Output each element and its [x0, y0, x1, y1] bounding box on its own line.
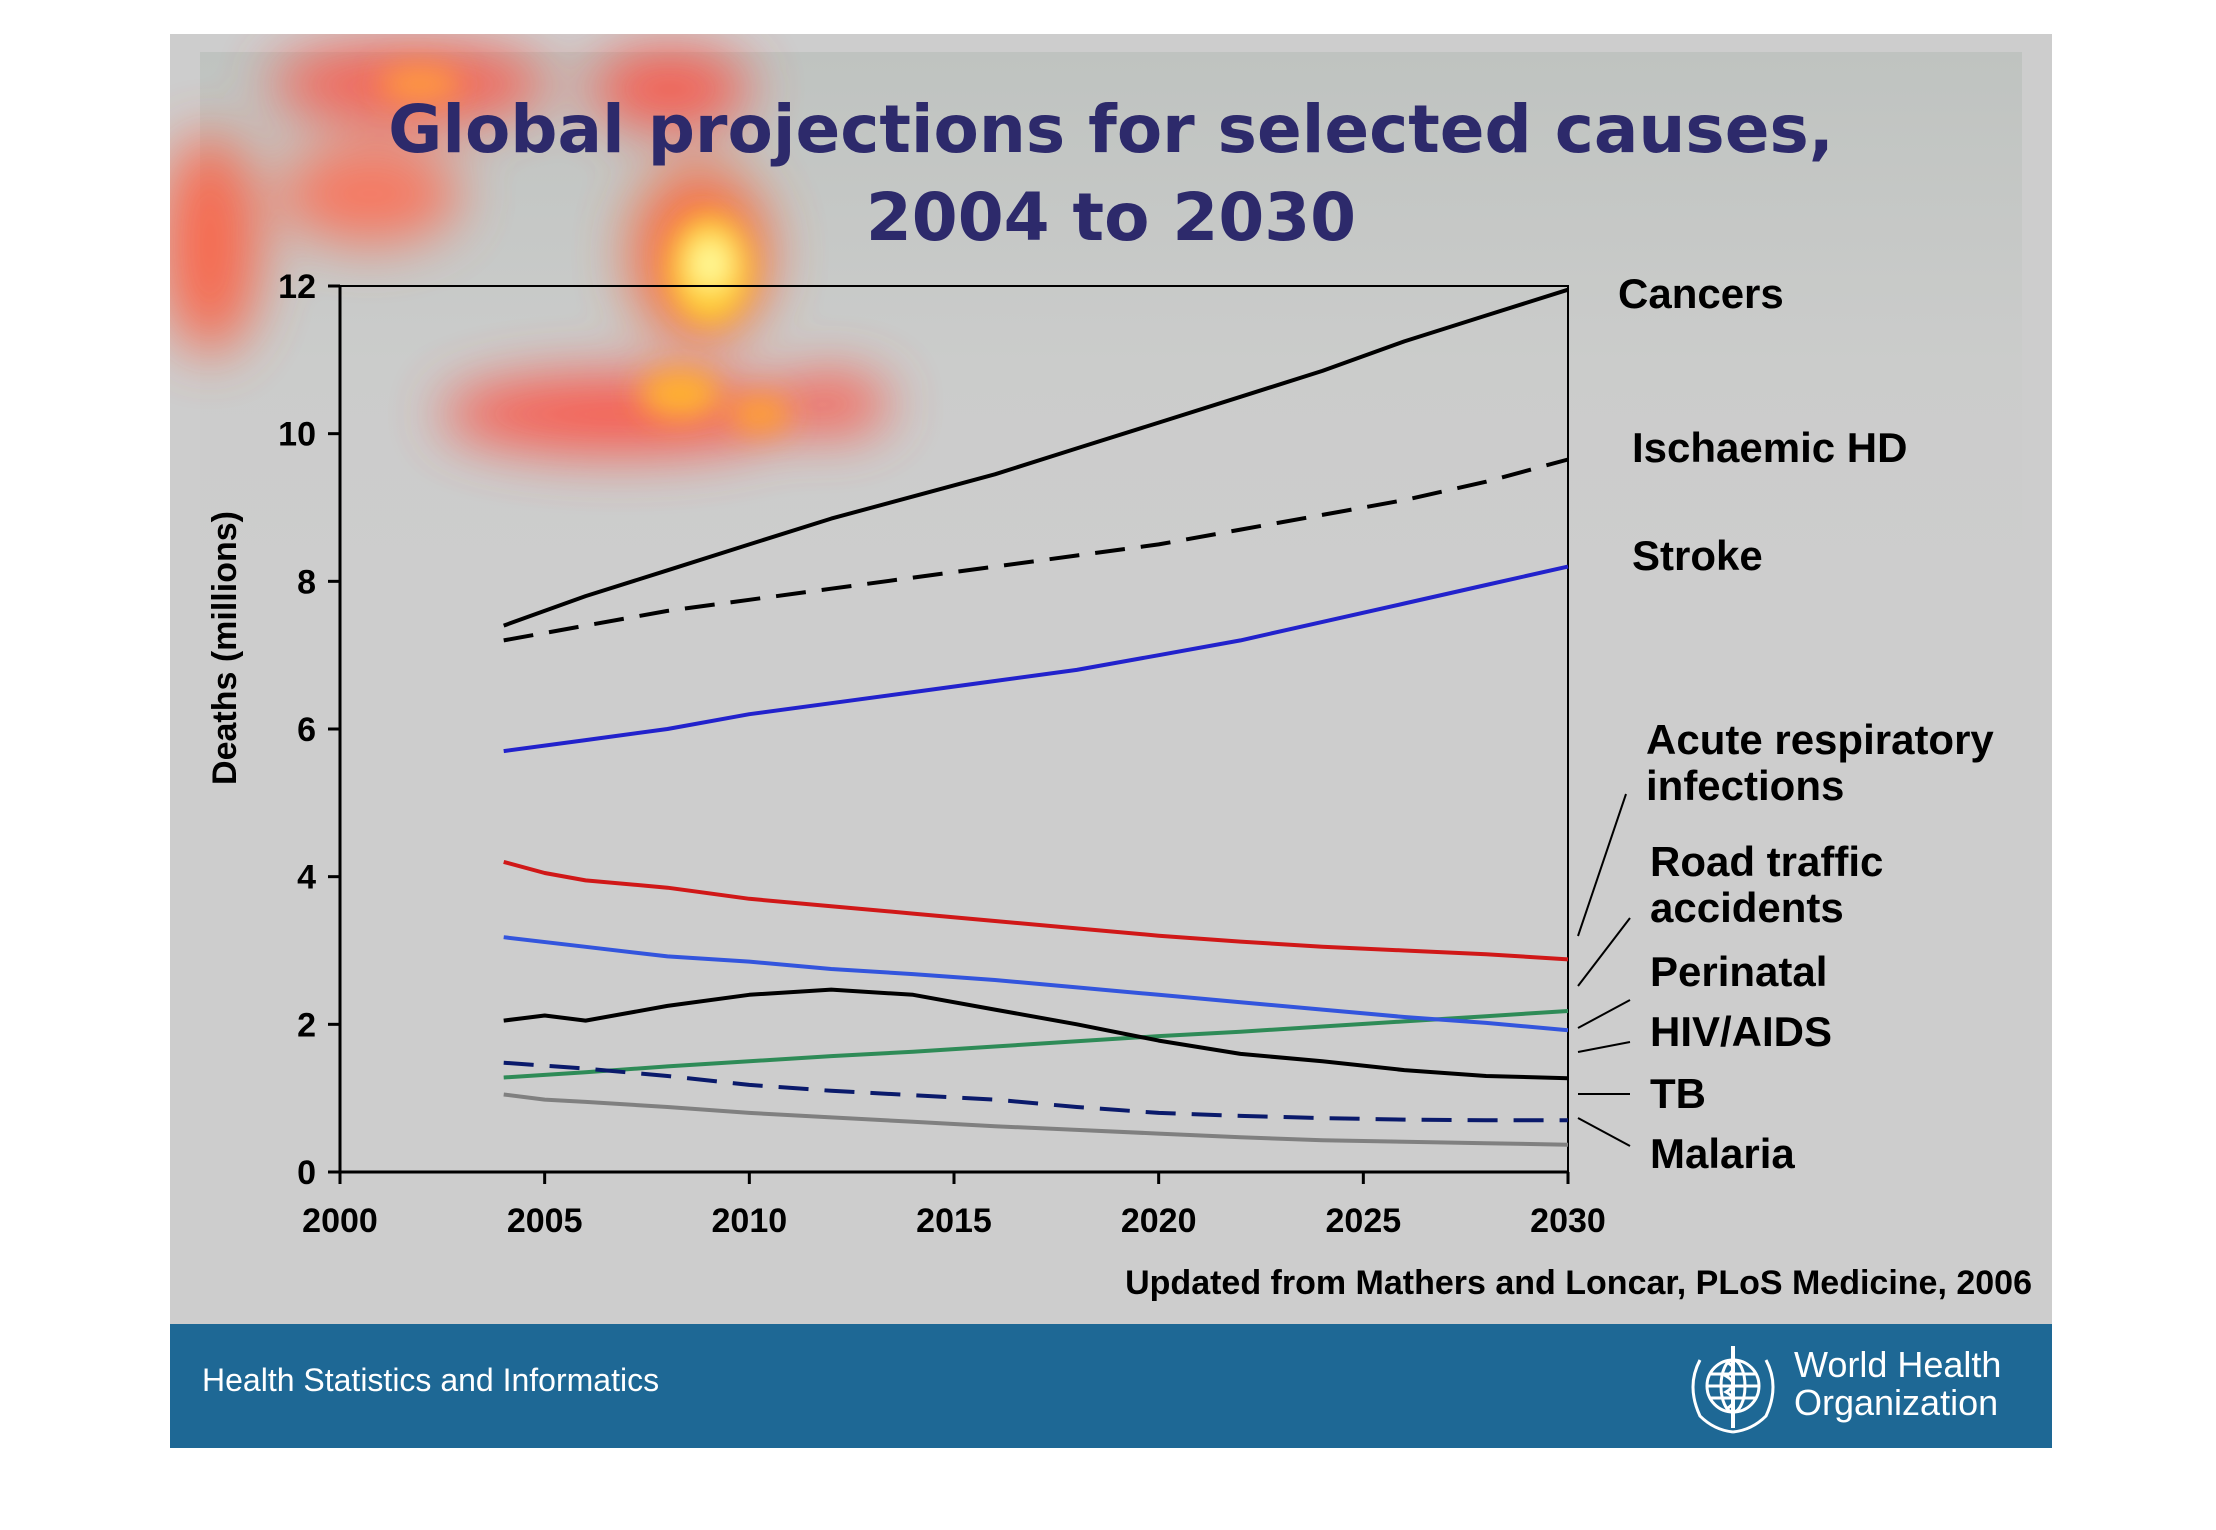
x-tick-label: 2030	[1530, 1202, 1606, 1240]
who-wordmark: World Health Organization	[1794, 1346, 2001, 1422]
series-label: Malaria	[1650, 1130, 1795, 1177]
y-tick-label: 6	[297, 711, 316, 749]
series-label: infections	[1646, 762, 1844, 809]
title-line-1: Global projections for selected causes,	[388, 91, 1834, 168]
series-label: HIV/AIDS	[1650, 1008, 1832, 1055]
series-line-acute-respiratory-infections	[503, 859, 1569, 962]
series-label: Ischaemic HD	[1632, 424, 1907, 471]
x-tick-label: 2015	[916, 1202, 992, 1240]
series-line-ischaemic-hd	[503, 457, 1569, 643]
attention-heatmap-overlay	[170, 44, 890, 454]
line-chart: Deaths (millions) 0 2 4 6 8 10 12 2000 2005 2010 2…	[206, 268, 1994, 1240]
y-tick-label: 2	[297, 1006, 316, 1044]
series-label: accidents	[1650, 884, 1844, 931]
slide: Global projections for selected causes, …	[170, 34, 2052, 1448]
series-label: Cancers	[1618, 270, 1784, 317]
series-label: Stroke	[1632, 532, 1763, 579]
world-map-background	[200, 52, 2022, 572]
series-label: Acute respiratory	[1646, 716, 1994, 763]
plot-frame	[339, 285, 1569, 1173]
label-leader-line	[1577, 917, 1631, 987]
series-line-hiv-aids	[503, 987, 1569, 1081]
y-tick-label: 0	[297, 1154, 316, 1192]
y-tick-label: 10	[278, 416, 316, 454]
series-line-tb	[503, 1060, 1568, 1123]
series-line-road-traffic-accidents	[503, 1009, 1569, 1080]
plot-border	[339, 285, 1569, 1173]
series-line-stroke	[503, 564, 1569, 754]
label-leader-line	[1577, 1117, 1631, 1147]
y-axis-label: Deaths (millions)	[206, 511, 244, 785]
series-labels: Cancers Ischaemic HD Stroke Acute respirato…	[1577, 270, 1994, 1177]
series-label: TB	[1650, 1070, 1706, 1117]
series-label: Road traffic	[1650, 838, 1883, 885]
who-line-2: Organization	[1794, 1382, 1999, 1423]
who-emblem-icon	[1691, 1346, 1775, 1434]
label-leader-line	[1577, 793, 1627, 937]
x-tick-label: 2000	[302, 1202, 378, 1240]
series-lines	[503, 287, 1569, 1147]
series-line-cancers	[503, 287, 1569, 628]
x-tick-label: 2005	[507, 1202, 583, 1240]
y-tick-label: 12	[278, 268, 316, 306]
axes: 0 2 4 6 8 10 12 2000 2005 2010 2015 2020 2025 2030	[278, 268, 1606, 1240]
x-tick-label: 2020	[1121, 1202, 1197, 1240]
y-tick-label: 4	[297, 859, 316, 897]
x-tick-label: 2025	[1326, 1202, 1402, 1240]
series-line-malaria	[503, 1092, 1569, 1147]
title-line-2: 2004 to 2030	[865, 179, 1357, 256]
source-citation: Updated from Mathers and Loncar, PLoS Me…	[1125, 1264, 2032, 1302]
who-line-1: World Health	[1794, 1344, 2002, 1385]
footer-department: Health Statistics and Informatics	[202, 1362, 660, 1398]
slide-title: Global projections for selected causes, …	[170, 86, 2052, 262]
label-leader-line	[1577, 999, 1631, 1029]
series-line-perinatal	[503, 935, 1569, 1033]
label-leader-line	[1577, 1041, 1631, 1053]
footer-bar: Health Statistics and Informatics World …	[170, 1324, 2052, 1448]
y-tick-label: 8	[297, 563, 316, 601]
x-tick-label: 2010	[712, 1202, 788, 1240]
series-label: Perinatal	[1650, 948, 1827, 995]
